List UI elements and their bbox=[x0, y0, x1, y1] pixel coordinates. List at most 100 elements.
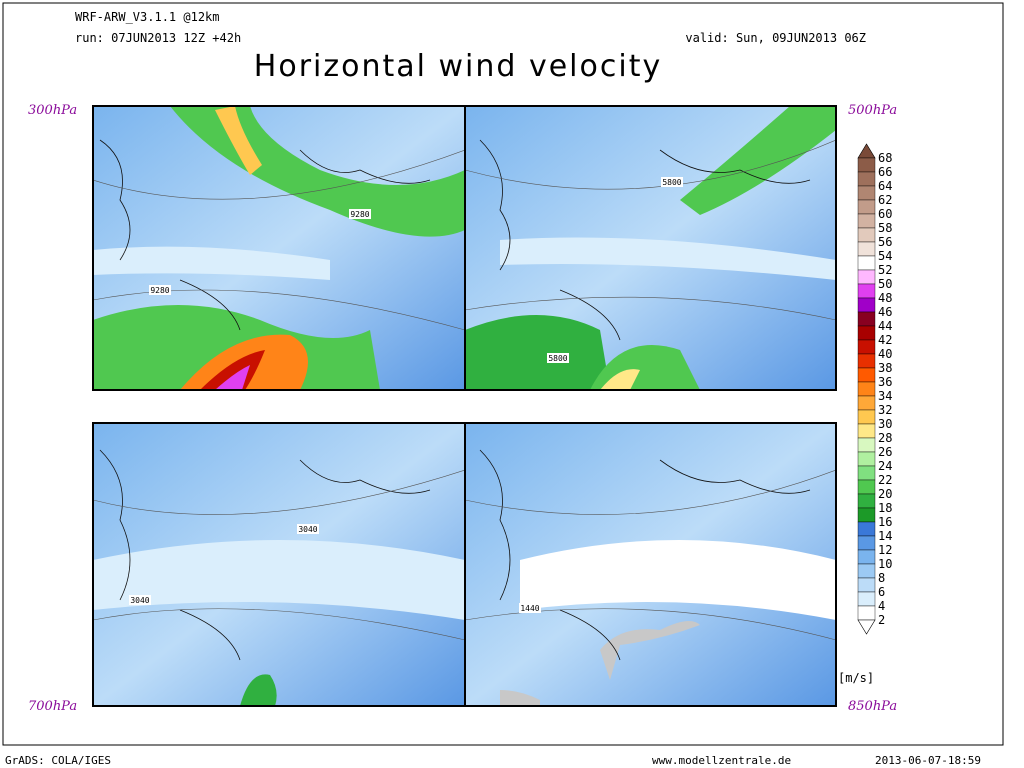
level-label: 300hPa bbox=[28, 103, 77, 118]
colorbar-label: 38 bbox=[878, 361, 892, 375]
colorbar-band bbox=[857, 339, 876, 355]
contour-label: 5800 bbox=[548, 354, 567, 363]
contour-label: 3040 bbox=[130, 596, 149, 605]
colorbar-label: 16 bbox=[878, 515, 892, 529]
colorbar-band bbox=[857, 283, 876, 299]
colorbar-label: 10 bbox=[878, 557, 892, 571]
level-label: 850hPa bbox=[848, 699, 897, 714]
level-label: 500hPa bbox=[848, 103, 897, 118]
colorbar-label: 28 bbox=[878, 431, 892, 445]
colorbar-label: 58 bbox=[878, 221, 892, 235]
contour-label: 5800 bbox=[662, 178, 681, 187]
colorbar-band bbox=[857, 535, 876, 551]
colorbar-band bbox=[857, 409, 876, 425]
title: Horizontal wind velocity bbox=[254, 49, 662, 84]
map-500 bbox=[465, 106, 836, 390]
contour-label-bg bbox=[129, 595, 151, 605]
colorbar-band bbox=[857, 563, 876, 579]
colorbar-label: 46 bbox=[878, 305, 892, 319]
colorbar-label: 12 bbox=[878, 543, 892, 557]
colorbar-band bbox=[857, 171, 876, 187]
colorbar-band bbox=[857, 325, 876, 341]
model: WRF-ARW_V3.1.1 @12km bbox=[75, 10, 220, 24]
colorbar-label: 30 bbox=[878, 417, 892, 431]
footer-left: GrADS: COLA/IGES bbox=[5, 754, 111, 767]
contour-label: 3040 bbox=[298, 525, 317, 534]
footer-right: 2013-06-07-18:59 bbox=[875, 754, 981, 767]
colorbar-label: 32 bbox=[878, 403, 892, 417]
colorbar-label: 56 bbox=[878, 235, 892, 249]
colorbar-band bbox=[857, 605, 876, 621]
colorbar-band bbox=[857, 213, 876, 229]
contour-label: 9280 bbox=[150, 286, 169, 295]
colorbar-band bbox=[857, 227, 876, 243]
colorbar-band bbox=[857, 423, 876, 439]
map-850 bbox=[465, 423, 836, 706]
colorbar-label: 26 bbox=[878, 445, 892, 459]
colorbar-arrow-bottom bbox=[857, 619, 876, 635]
colorbar-label: 4 bbox=[878, 599, 885, 613]
colorbar-label: 14 bbox=[878, 529, 892, 543]
colorbar-band bbox=[857, 479, 876, 495]
colorbar-label: 62 bbox=[878, 193, 892, 207]
colorbar-label: 60 bbox=[878, 207, 892, 221]
colorbar-label: 40 bbox=[878, 347, 892, 361]
colorbar-band bbox=[857, 311, 876, 327]
colorbar-band bbox=[857, 465, 876, 481]
map-700 bbox=[93, 423, 465, 706]
colorbar-arrow-top bbox=[857, 143, 876, 159]
colorbar-label: 20 bbox=[878, 487, 892, 501]
panel-borders bbox=[92, 105, 837, 707]
colorbar-label: 6 bbox=[878, 585, 885, 599]
colorbar-unit: [m/s] bbox=[838, 671, 874, 685]
contour-label-bg bbox=[547, 353, 569, 363]
colorbar-band bbox=[857, 199, 876, 215]
colorbar-label: 64 bbox=[878, 179, 892, 193]
colorbar-label: 24 bbox=[878, 459, 892, 473]
colorbar-label: 18 bbox=[878, 501, 892, 515]
footer-center: www.modellzentrale.de bbox=[652, 754, 791, 767]
valid: valid: Sun, 09JUN2013 06Z bbox=[685, 31, 866, 45]
colorbar-band bbox=[857, 521, 876, 537]
colorbar-band bbox=[857, 395, 876, 411]
contour-label: 1440 bbox=[520, 604, 539, 613]
colorbar-label: 2 bbox=[878, 613, 885, 627]
run: run: 07JUN2013 12Z +42h bbox=[75, 31, 241, 45]
colorbar-band bbox=[857, 451, 876, 467]
colorbar-label: 54 bbox=[878, 249, 892, 263]
colorbar-label: 50 bbox=[878, 277, 892, 291]
contour-label: 9280 bbox=[350, 210, 369, 219]
colorbar-label: 42 bbox=[878, 333, 892, 347]
colorbar-band bbox=[857, 367, 876, 383]
contour-label-bg bbox=[519, 603, 541, 613]
colorbar-band bbox=[857, 549, 876, 565]
colorbar-label: 48 bbox=[878, 291, 892, 305]
colorbar-band bbox=[857, 269, 876, 285]
level-label: 700hPa bbox=[28, 699, 77, 714]
colorbar-band bbox=[857, 255, 876, 271]
colorbar-band bbox=[857, 381, 876, 397]
colorbar-label: 8 bbox=[878, 571, 885, 585]
colorbar-band bbox=[857, 157, 876, 173]
colorbar-label: 36 bbox=[878, 375, 892, 389]
colorbar-band bbox=[857, 507, 876, 523]
contour-label-bg bbox=[661, 177, 683, 187]
colorbar-band bbox=[857, 185, 876, 201]
colorbar-band bbox=[857, 297, 876, 313]
colorbar-label: 68 bbox=[878, 151, 892, 165]
colorbar-label: 66 bbox=[878, 165, 892, 179]
colorbar-label: 52 bbox=[878, 263, 892, 277]
colorbar-band bbox=[857, 577, 876, 593]
colorbar-band bbox=[857, 241, 876, 257]
map-300 bbox=[93, 106, 465, 390]
contour-label-bg bbox=[349, 209, 371, 219]
contour-label-bg bbox=[297, 524, 319, 534]
colorbar-label: 22 bbox=[878, 473, 892, 487]
colorbar-label: 34 bbox=[878, 389, 892, 403]
colorbar-band bbox=[857, 493, 876, 509]
colorbar-band bbox=[857, 591, 876, 607]
colorbar-band bbox=[857, 437, 876, 453]
colorbar-label: 44 bbox=[878, 319, 892, 333]
contour-label-bg bbox=[149, 285, 171, 295]
colorbar-band bbox=[857, 353, 876, 369]
